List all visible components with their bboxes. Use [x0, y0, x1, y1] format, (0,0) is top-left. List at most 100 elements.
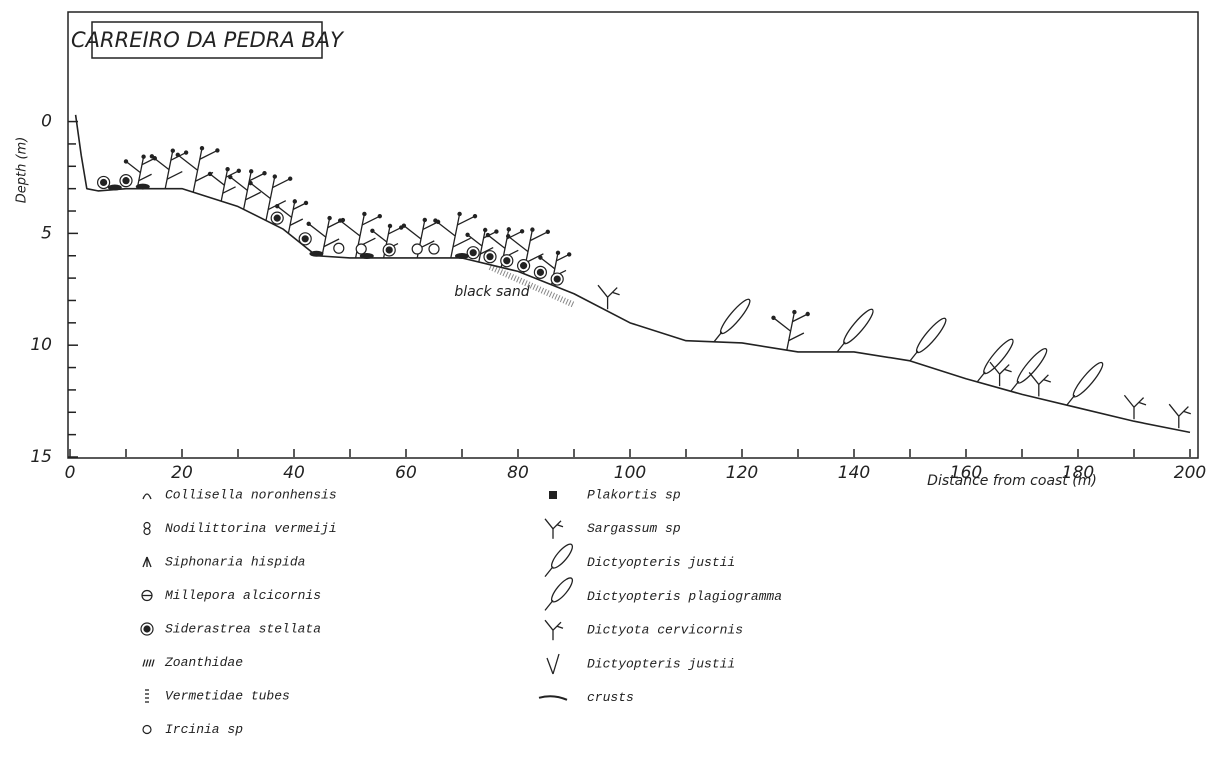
legend-label: Siphonaria hispida [165, 554, 305, 569]
icon-dot [142, 724, 152, 735]
icon-stroke [166, 170, 183, 180]
icon-stroke [199, 149, 218, 160]
icon-dot [370, 228, 375, 233]
icon-dot [530, 227, 535, 232]
icon-stroke [146, 556, 152, 568]
icon-dot [273, 214, 281, 222]
title-box [91, 21, 323, 59]
legend-label: Collisella noronhensis [165, 487, 337, 502]
icon-dot [362, 211, 367, 217]
icon-dot [236, 168, 241, 173]
icon-stroke [323, 238, 340, 248]
icon-stroke [525, 253, 544, 264]
icon-stroke [151, 155, 170, 171]
icon-dot [485, 232, 491, 238]
icon-dot [303, 200, 309, 206]
icon-dot [792, 309, 797, 315]
icon-leaf [915, 317, 947, 354]
icon-stroke [148, 659, 152, 667]
icon-dot [483, 227, 488, 233]
icon-dot [327, 215, 332, 221]
icon-dot [207, 171, 213, 177]
icon-stroke [487, 234, 506, 249]
icon-stroke [1183, 410, 1192, 415]
icon-stroke [403, 225, 422, 240]
legend-icon [142, 493, 152, 500]
plot-frame [67, 11, 1199, 459]
icon-stroke [546, 657, 554, 675]
icon-stroke [250, 182, 271, 200]
icon-dot [433, 218, 438, 223]
y-tick-label: 0 [41, 112, 52, 132]
icon-stroke [1138, 401, 1147, 406]
icon-stroke [308, 223, 327, 238]
icon-dot [465, 232, 470, 238]
icon-stroke [272, 178, 291, 189]
icon-dot [377, 213, 382, 219]
icon-stroke [142, 556, 148, 568]
icon-stroke [1133, 397, 1145, 408]
icon-stroke [276, 205, 292, 218]
icon-dot [141, 154, 146, 159]
annotation: black sand [454, 284, 529, 300]
legend-label: Siderastrea stellata [165, 621, 321, 636]
icon-dot [199, 146, 205, 151]
icon-stroke [788, 332, 805, 342]
icon-dot [469, 249, 477, 257]
legend-label: Dictyopteris justii [587, 555, 735, 570]
icon-dot [175, 152, 180, 158]
icon-dot [248, 180, 253, 186]
species-icons [96, 146, 1192, 735]
icon-stroke [480, 247, 494, 255]
y-tick-label: 5 [41, 223, 52, 243]
icon-dot [143, 625, 151, 633]
icon-stroke [289, 218, 304, 226]
icon-stroke [452, 237, 471, 248]
icon-stroke [544, 566, 554, 578]
icon-dot [494, 229, 499, 234]
icon-stroke [792, 313, 808, 323]
icon-dot [387, 223, 393, 229]
x-tick-label: 60 [395, 463, 417, 483]
icon-stroke [142, 659, 146, 667]
icon-leaf [983, 338, 1014, 375]
icon-dot [506, 234, 511, 239]
icon-stroke [209, 173, 225, 186]
x-axis-label: Distance from coast (m) [927, 473, 1097, 489]
icon-stroke [457, 215, 476, 226]
icon-stroke [292, 202, 307, 210]
icon-dot [411, 243, 423, 255]
icon-dot [555, 250, 561, 256]
icon-stroke [177, 154, 198, 171]
icon-leaf [719, 298, 751, 335]
seafloor-profile [74, 114, 1191, 434]
icon-stroke [540, 257, 556, 270]
legend-label: crusts [587, 690, 634, 705]
black-sand [488, 264, 576, 308]
icon-dot [771, 315, 776, 321]
icon-stroke [1123, 394, 1135, 408]
icon-dot [805, 311, 810, 317]
icon-dot [248, 169, 254, 174]
icon-stroke [989, 361, 1001, 375]
icon-stroke [225, 170, 240, 178]
icon-stroke [1028, 372, 1040, 385]
icon-stroke [229, 176, 248, 191]
icon-dot [519, 262, 528, 270]
icon-dot [301, 235, 309, 243]
icon-dot [170, 148, 175, 153]
icon-dot [228, 174, 233, 180]
x-tick-label: 80 [507, 463, 529, 483]
icon-dot [567, 252, 572, 257]
icon-stroke [556, 625, 564, 629]
icon-dot [333, 242, 345, 254]
icon-dot [422, 217, 427, 223]
x-tick-label: 140 [838, 463, 870, 483]
icon-dot [536, 268, 545, 276]
icon-stroke [245, 191, 261, 201]
icon-stroke [556, 253, 570, 262]
icon-dot [545, 229, 551, 235]
icon-stroke [125, 160, 141, 174]
icon-dot [143, 521, 151, 530]
